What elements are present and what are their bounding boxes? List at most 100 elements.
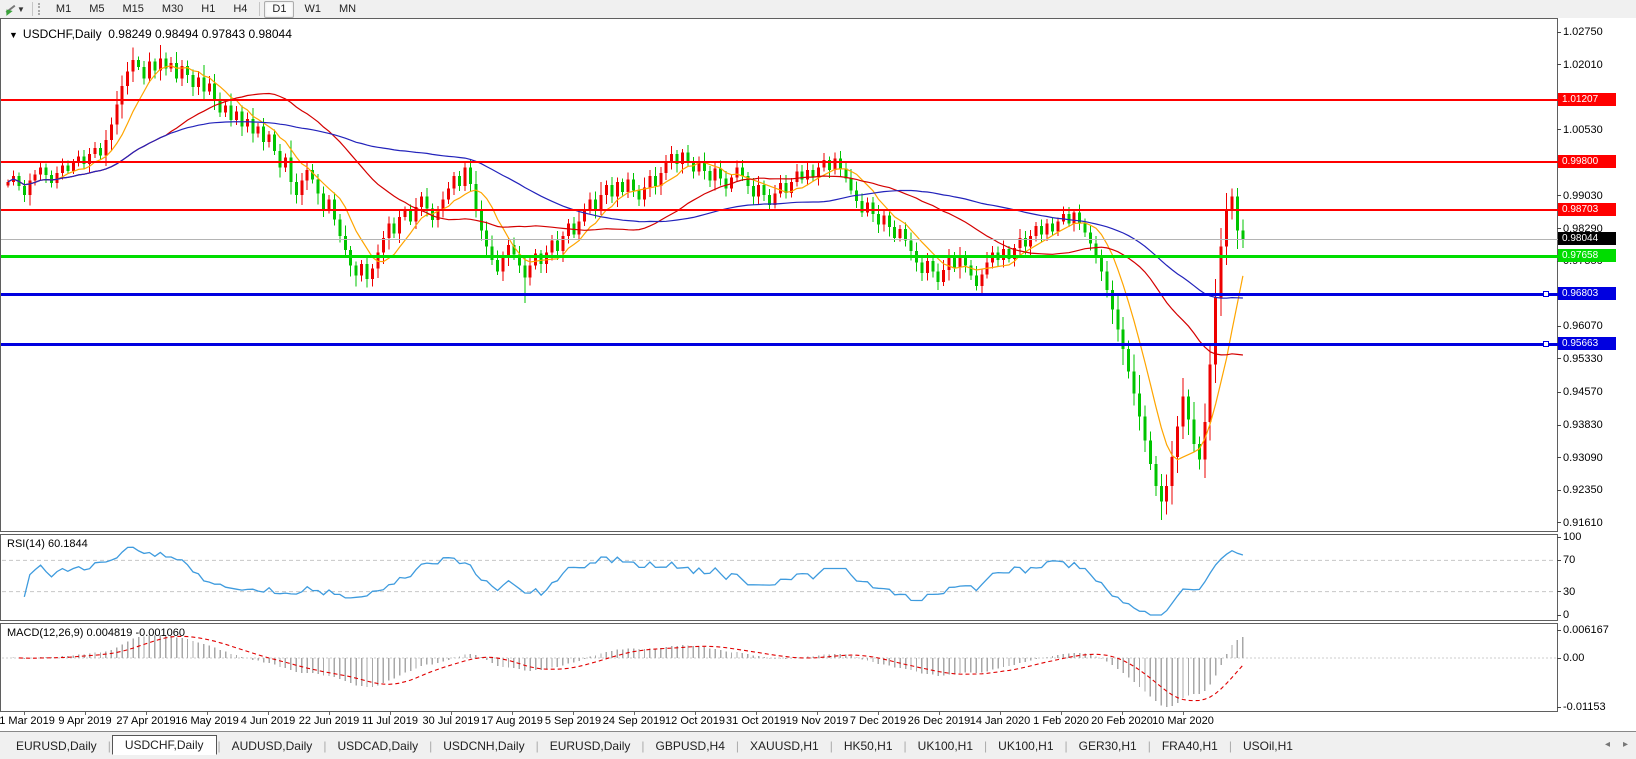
price-level-label: 1.01207 <box>1558 92 1616 106</box>
date-tick-mark <box>1122 712 1123 715</box>
chart-tab-XAUUSD-H1[interactable]: XAUUSD,H1 <box>750 739 819 753</box>
price-level-label: 0.96803 <box>1558 287 1616 301</box>
price-level-line[interactable] <box>1 98 1558 101</box>
timeframe-button-MN[interactable]: MN <box>338 2 357 15</box>
price-tick-label: 0.94570 <box>1563 386 1603 399</box>
rsi-indicator-panel[interactable]: RSI(14) 60.1844 <box>0 534 1558 621</box>
tab-separator: | <box>1228 739 1232 753</box>
price-tick-mark <box>1557 64 1561 66</box>
price-tick-label: 0.96070 <box>1563 320 1603 333</box>
date-tick-mark <box>1183 712 1184 715</box>
draw-tool-button[interactable]: ▼ <box>0 0 29 18</box>
chart-tab-GER30-H1[interactable]: GER30,H1 <box>1078 739 1137 753</box>
date-tick-label: 16 May 2019 <box>175 715 239 727</box>
toolbar-grip-handle[interactable] <box>37 3 43 15</box>
date-tick-mark <box>268 712 269 715</box>
date-tick-mark <box>817 712 818 715</box>
date-tick-label: 14 Jan 2020 <box>969 715 1031 727</box>
tab-separator: | <box>1064 739 1068 753</box>
timeframe-button-M30[interactable]: M30 <box>161 2 184 15</box>
date-tick-mark <box>24 712 25 715</box>
price-axis[interactable] <box>1558 18 1636 731</box>
timeframe-button-W1[interactable]: W1 <box>304 2 321 15</box>
price-tick-label: 0.99030 <box>1563 189 1603 202</box>
date-tick-mark <box>207 712 208 715</box>
chart-tab-HK50-H1[interactable]: HK50,H1 <box>843 739 893 753</box>
date-tick-label: 20 Feb 2020 <box>1091 715 1153 727</box>
tab-separator: | <box>107 739 111 753</box>
price-level-line[interactable] <box>1 160 1558 163</box>
macd-tick-mark <box>1557 706 1561 708</box>
rsi-tick-mark <box>1557 536 1561 538</box>
date-tick-label: 27 Apr 2019 <box>116 715 176 727</box>
date-tick-label: 11 Jul 2019 <box>361 715 419 727</box>
rsi-tick-label: 100 <box>1563 531 1582 543</box>
main-chart-panel[interactable]: ▼ USDCHF,Daily 0.98249 0.98494 0.97843 0.… <box>0 18 1558 532</box>
dropdown-caret-icon[interactable]: ▼ <box>17 4 25 14</box>
date-tick-label: 12 Oct 2019 <box>665 715 725 727</box>
chart-tab-GBPUSD-H4[interactable]: GBPUSD,H4 <box>655 739 725 753</box>
macd-tick-mark <box>1557 629 1561 631</box>
timeframe-button-M5[interactable]: M5 <box>89 2 105 15</box>
timeframe-button-M1[interactable]: M1 <box>55 2 72 15</box>
price-tick-mark <box>1557 195 1561 197</box>
chart-title: ▼ USDCHF,Daily 0.98249 0.98494 0.97843 0.… <box>9 27 292 41</box>
date-tick-label: 19 Nov 2019 <box>785 715 849 727</box>
chart-tab-AUDUSD-Daily[interactable]: AUDUSD,Daily <box>231 739 313 753</box>
price-tick-label: 1.02750 <box>1563 26 1603 38</box>
timeframe-button-H4[interactable]: H4 <box>233 2 248 15</box>
macd-indicator-panel[interactable]: MACD(12,26,9) 0.004819 -0.001060 <box>0 623 1558 712</box>
timeframe-button-H1[interactable]: H1 <box>201 2 216 15</box>
chart-tab-USOil-H1[interactable]: USOil,H1 <box>1242 739 1293 753</box>
date-tick-label: 5 Sep 2019 <box>544 715 602 727</box>
price-tick-mark <box>1557 31 1561 33</box>
date-tick-mark <box>451 712 452 715</box>
tabs-scroll-left-icon[interactable]: ◂ <box>1604 739 1610 750</box>
price-tick-mark <box>1557 129 1561 131</box>
rsi-tick-label: 30 <box>1563 585 1576 598</box>
level-endpoint-handle[interactable] <box>1543 291 1549 298</box>
timeframe-toolbar: ▼ M1 M5 M15 M30 H1 H4 D1 W1 MN <box>0 0 1636 19</box>
timeframe-button-M15[interactable]: M15 <box>122 2 144 15</box>
tab-separator: | <box>735 739 740 753</box>
price-level-line[interactable] <box>1 343 1558 347</box>
chart-tab-USDCHF-Daily[interactable]: USDCHF,Daily <box>111 735 217 755</box>
date-tick-label: 1 Feb 2020 <box>1033 715 1089 727</box>
date-tick-mark <box>939 712 940 715</box>
chart-tab-EURUSD-Daily[interactable]: EURUSD,Daily <box>16 739 97 753</box>
rsi-tick-mark <box>1557 614 1561 616</box>
date-tick-label: 7 Dec 2019 <box>849 715 907 727</box>
date-tick-mark <box>329 712 330 715</box>
rsi-tick-mark <box>1557 559 1561 561</box>
timeframe-button-D1[interactable]: D1 <box>264 0 295 18</box>
chart-tab-UK100-H1[interactable]: UK100,H1 <box>917 739 974 753</box>
price-tick-mark <box>1557 424 1561 426</box>
chart-tab-USDCAD-Daily[interactable]: USDCAD,Daily <box>337 739 419 753</box>
price-tick-mark <box>1557 457 1561 459</box>
price-tick-label: 0.93090 <box>1563 451 1603 464</box>
price-tick-label: 0.98290 <box>1563 222 1603 235</box>
price-level-line[interactable] <box>1 293 1558 297</box>
chart-tab-UK100-H1[interactable]: UK100,H1 <box>998 739 1054 753</box>
chart-tab-FRA40-H1[interactable]: FRA40,H1 <box>1161 739 1218 753</box>
rsi-label: RSI(14) 60.1844 <box>7 538 88 550</box>
level-endpoint-handle[interactable] <box>1543 341 1549 348</box>
price-level-line[interactable] <box>1 209 1558 212</box>
price-tick-label: 0.91610 <box>1563 516 1603 529</box>
price-tick-label: 0.93830 <box>1563 419 1603 432</box>
tab-separator: | <box>1147 739 1151 753</box>
date-tick-label: 31 Oct 2019 <box>726 715 786 727</box>
date-tick-label: 26 Dec 2019 <box>907 715 971 727</box>
tabs-scroll-right-icon[interactable]: ▸ <box>1622 739 1628 750</box>
price-level-line[interactable] <box>1 255 1558 259</box>
price-tick-label: 0.95330 <box>1563 352 1603 365</box>
price-level-label: 0.97658 <box>1558 249 1616 263</box>
price-tick-mark <box>1557 489 1561 491</box>
price-tick-mark <box>1557 391 1561 393</box>
date-tick-label: 21 Mar 2019 <box>0 715 55 727</box>
chart-tab-USDCNH-Daily[interactable]: USDCNH,Daily <box>443 739 525 753</box>
chart-tab-EURUSD-Daily[interactable]: EURUSD,Daily <box>549 739 631 753</box>
chart-title-caret-icon[interactable]: ▼ <box>9 30 18 40</box>
